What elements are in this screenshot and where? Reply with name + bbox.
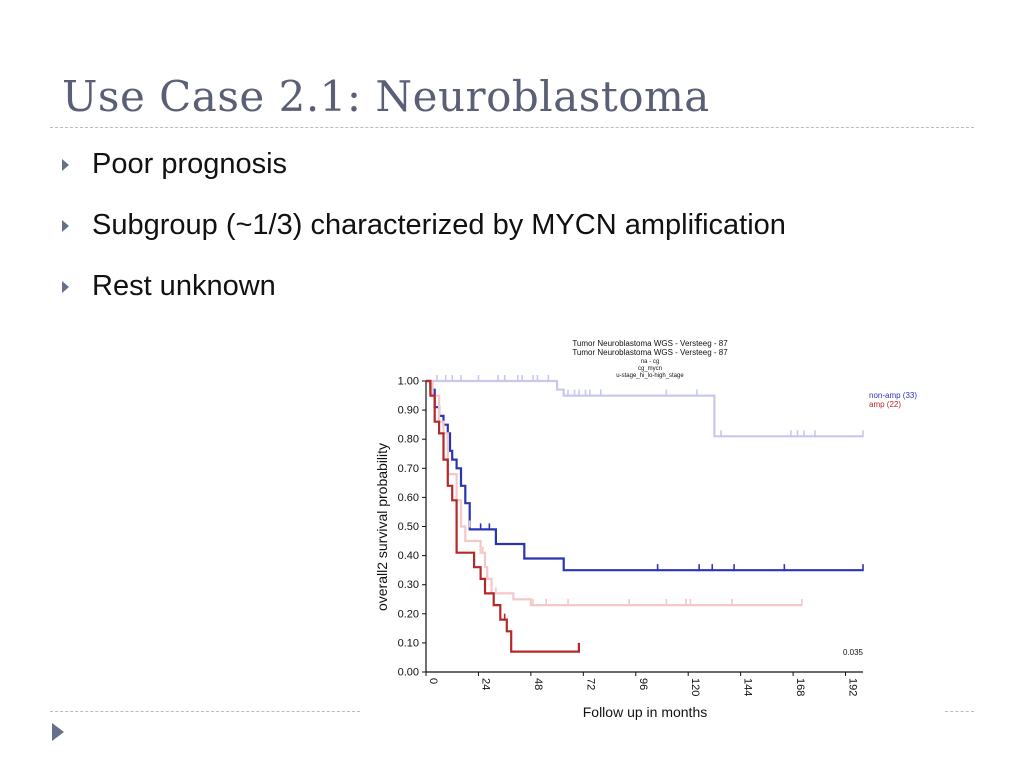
y-tick-label: 0.30	[398, 579, 419, 591]
chart-header-line: u-stage_hi_lo-high_stage	[616, 373, 684, 379]
survival-chart: Tumor Neuroblastoma WGS - Versteeg - 87 …	[374, 339, 917, 720]
x-tick-label: 168	[794, 678, 806, 696]
x-tick-label: 192	[847, 678, 859, 696]
y-tick-label: 1.00	[398, 376, 419, 388]
survival-curve-1	[426, 379, 863, 572]
y-tick-label: 0.60	[398, 492, 419, 504]
survival-curve-3	[426, 379, 580, 653]
series-layer	[426, 375, 864, 653]
legend-amp: amp (22)	[869, 400, 901, 409]
bullet-text: Poor prognosis	[92, 148, 288, 180]
y-tick-label: 0.40	[398, 550, 419, 562]
survival-curve-2	[426, 379, 802, 607]
chart-header-line: Tumor Neuroblastoma WGS - Versteeg - 87	[572, 339, 728, 348]
chart-header: Tumor Neuroblastoma WGS - Versteeg - 87 …	[572, 339, 728, 379]
bullet-arrow-icon	[62, 220, 69, 232]
x-tick-label: 120	[689, 678, 701, 696]
legend-non-amp: non-amp (33)	[869, 391, 917, 400]
y-tick-label: 0.80	[398, 434, 419, 446]
y-tick-label: 0.90	[398, 405, 419, 417]
y-axis-label: overall2 survival probability	[374, 443, 390, 611]
bullet-text: Subgroup (~1/3) characterized by MYCN am…	[92, 209, 786, 241]
chart-header-line: Tumor Neuroblastoma WGS - Versteeg - 87	[572, 348, 728, 357]
y-axis-ticks: 0.00 0.10 0.20 0.30 0.40 0.50 0.60 0.70 0.80 0.90…	[398, 376, 426, 679]
next-slide-arrow-icon[interactable]	[52, 723, 64, 741]
x-tick-label: 0	[427, 678, 439, 684]
chart-axes	[425, 381, 863, 673]
p-value: 0.035	[843, 648, 864, 657]
y-tick-label: 0.50	[398, 521, 419, 533]
y-tick-label: 0.00	[398, 667, 419, 679]
x-tick-label: 24	[479, 678, 491, 690]
chart-header-line: cg_mycn	[638, 366, 662, 372]
y-tick-label: 0.20	[398, 608, 419, 620]
x-tick-label: 48	[532, 678, 544, 690]
x-tick-label: 144	[742, 678, 754, 696]
x-axis-label: Follow up in months	[583, 704, 708, 720]
chart-header-line: na - cg	[641, 359, 659, 365]
slide-title: Use Case 2.1: Neuroblastoma	[62, 72, 710, 121]
bullet-arrow-icon	[62, 281, 69, 293]
title-divider	[50, 127, 974, 128]
footer-divider-right	[945, 711, 974, 712]
bullet-arrow-icon	[62, 159, 69, 171]
y-tick-label: 0.10	[398, 637, 419, 649]
y-tick-label: 0.70	[398, 463, 419, 475]
x-tick-label: 96	[637, 678, 649, 690]
survival-curve-0	[426, 379, 863, 438]
x-axis-ticks: 0 24 48 72 96 120 144 168 192	[425, 672, 859, 696]
footer-divider-left	[50, 711, 360, 712]
x-tick-label: 72	[584, 678, 596, 690]
bullet-text: Rest unknown	[92, 270, 276, 302]
